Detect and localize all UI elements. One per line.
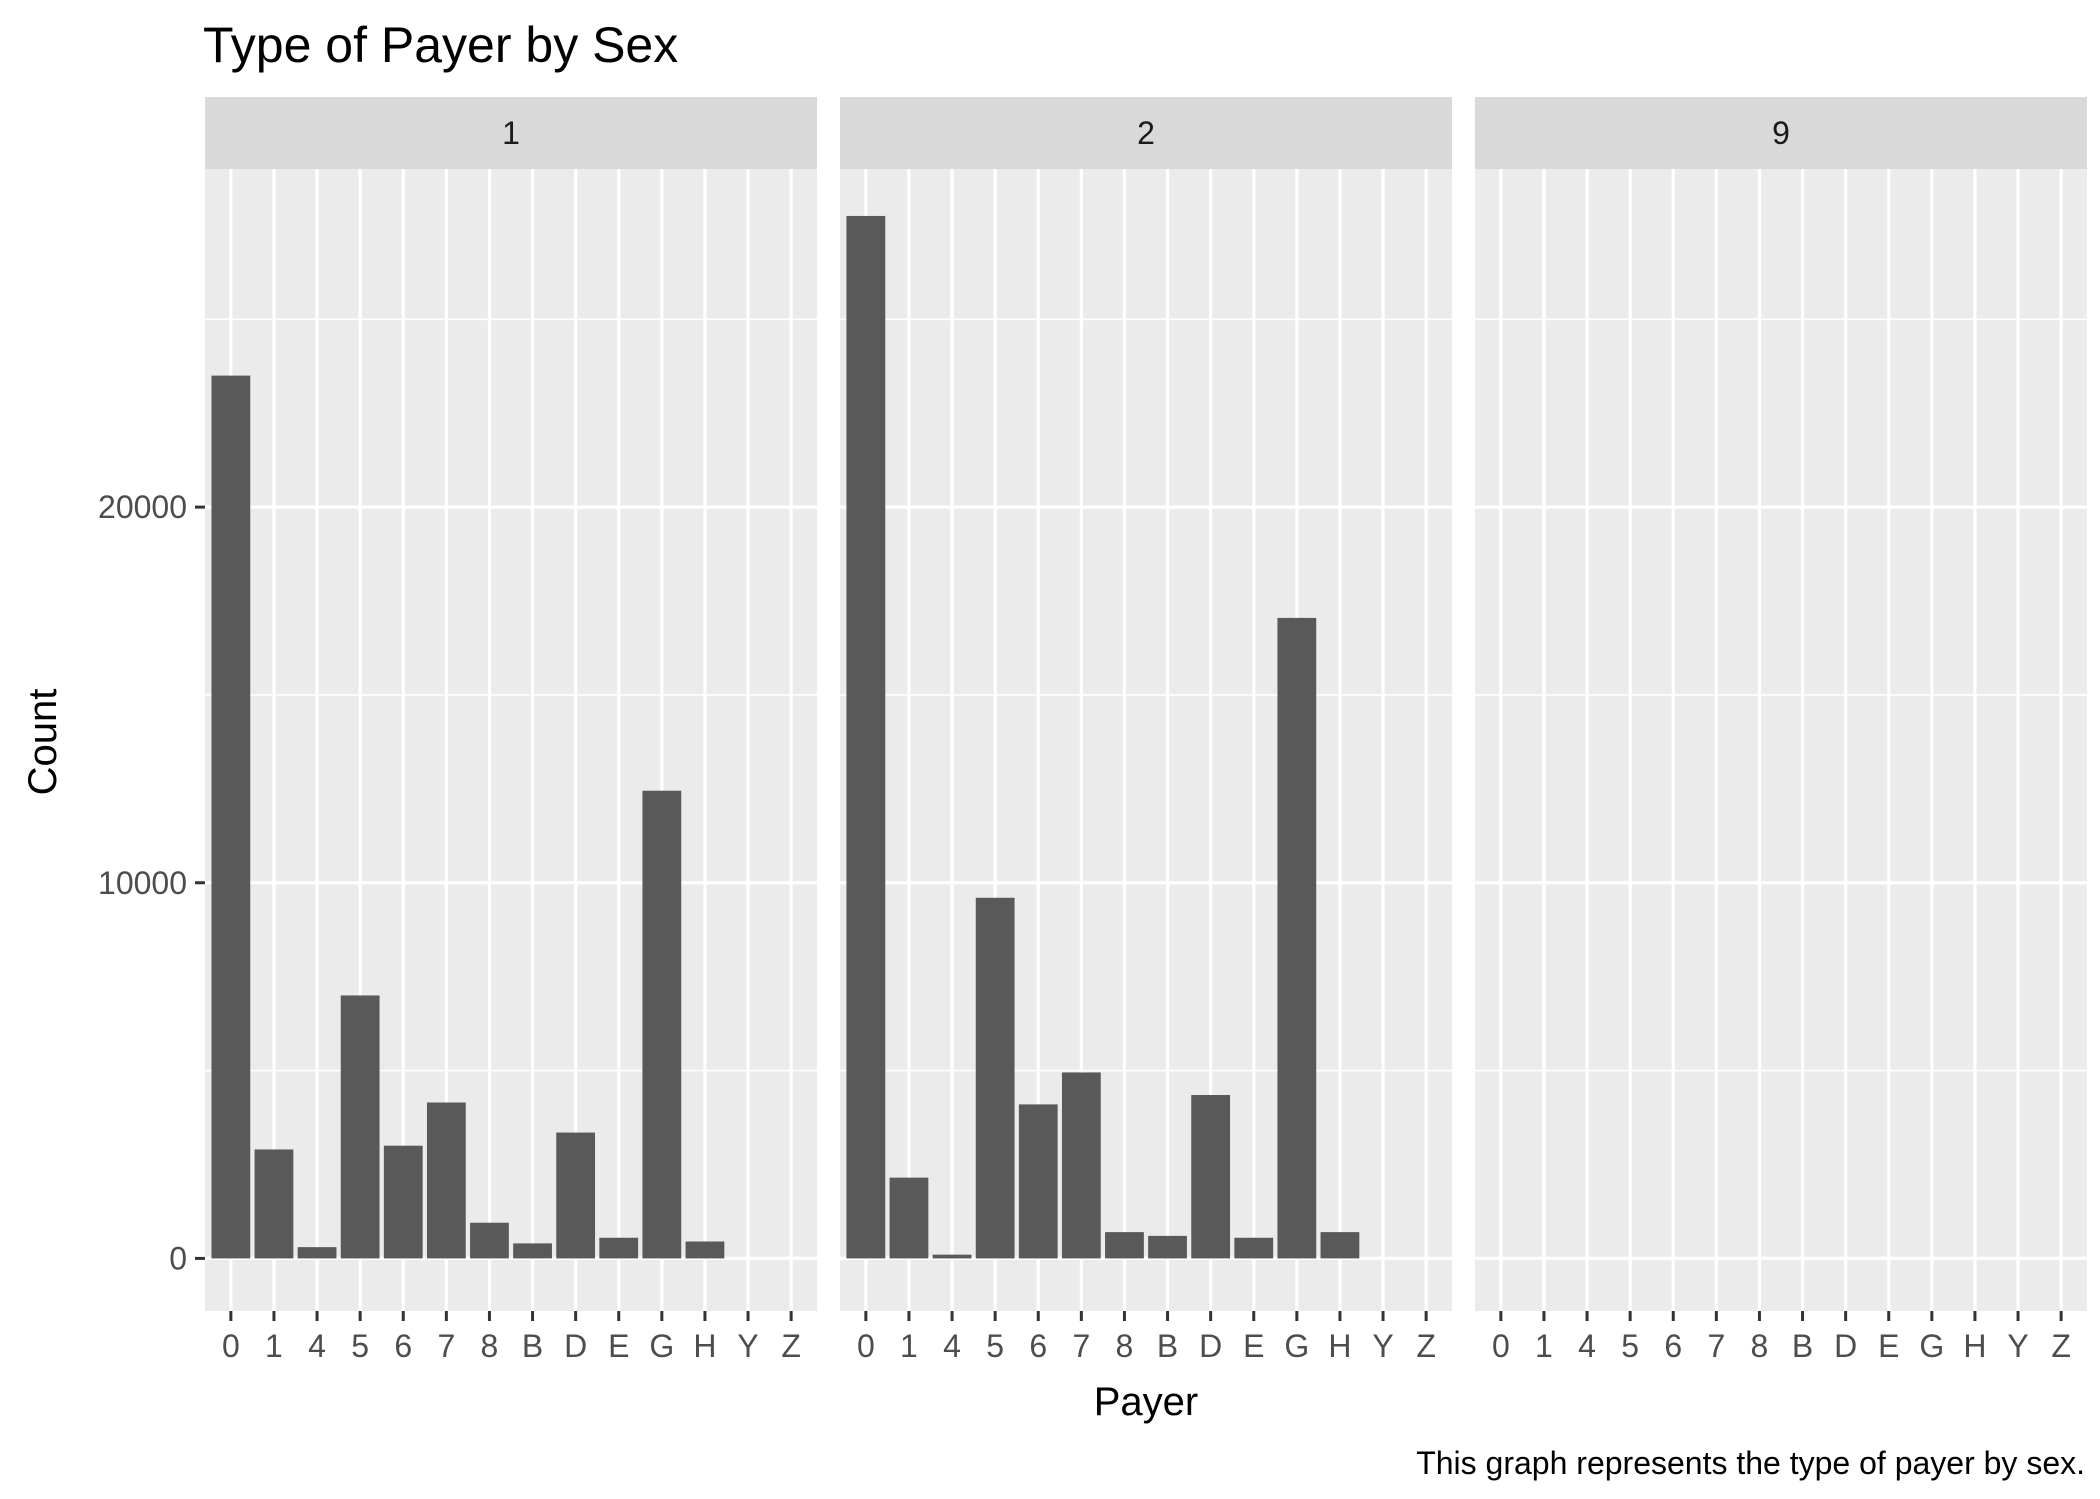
- bar-1-7: [426, 1102, 466, 1259]
- x-tick-label: 0: [222, 1328, 240, 1364]
- bar-1-H: [685, 1241, 725, 1259]
- bar-2-G: [1277, 617, 1317, 1259]
- x-tick-label: Y: [2007, 1328, 2028, 1364]
- bar-1-8: [470, 1222, 509, 1259]
- x-tick-label: E: [1243, 1328, 1264, 1364]
- bar-2-7: [1061, 1072, 1101, 1259]
- x-tick-label: D: [1199, 1328, 1222, 1364]
- y-tick-label: 10000: [98, 865, 187, 901]
- bar-2-8: [1105, 1232, 1144, 1259]
- x-tick-label: H: [693, 1328, 716, 1364]
- x-tick-label: E: [1878, 1328, 1899, 1364]
- facet-panel-2: 2 0 1 4 5 6 7 8 B D E G H Y Z: [840, 97, 1452, 1364]
- panel-background: [1475, 169, 2087, 1311]
- x-tick-label: D: [1834, 1328, 1857, 1364]
- x-tick-label: Z: [781, 1328, 801, 1364]
- x-tick-label: 7: [1072, 1328, 1090, 1364]
- y-axis: 0 10000 20000: [98, 489, 205, 1276]
- facet-panel-1: 10 1 4 5 6 7 8 B D E G H Y Z: [205, 97, 817, 1364]
- y-axis-title: Count: [21, 689, 65, 796]
- bar-2-D: [1191, 1094, 1231, 1259]
- x-tick-label: B: [522, 1328, 543, 1364]
- bar-2-5: [975, 897, 1015, 1259]
- x-tick-label: 6: [1029, 1328, 1047, 1364]
- x-tick-label: 8: [481, 1328, 499, 1364]
- x-tick-label: Z: [2051, 1328, 2071, 1364]
- y-tick-label: 0: [169, 1240, 187, 1276]
- facet-strip-label: 9: [1772, 115, 1790, 151]
- bar-2-B: [1148, 1235, 1187, 1259]
- bar-2-E: [1234, 1237, 1274, 1259]
- facet-strip: [840, 97, 1452, 169]
- y-tick-label: 20000: [98, 489, 187, 525]
- bar-1-0: [211, 375, 251, 1259]
- panel-background: [840, 169, 1452, 1311]
- x-tick-label: 7: [437, 1328, 455, 1364]
- x-tick-label: 0: [857, 1328, 875, 1364]
- x-tick-label: 8: [1751, 1328, 1769, 1364]
- bar-2-H: [1320, 1232, 1360, 1259]
- bar-1-E: [599, 1237, 639, 1259]
- bar-1-1: [254, 1149, 294, 1259]
- x-tick-label: Z: [1416, 1328, 1436, 1364]
- x-tick-label: H: [1963, 1328, 1986, 1364]
- bar-2-4: [932, 1254, 972, 1259]
- x-tick-label: 0: [1492, 1328, 1510, 1364]
- bar-1-B: [513, 1243, 552, 1259]
- x-tick-label: 1: [900, 1328, 918, 1364]
- bar-2-0: [846, 215, 886, 1259]
- facet-panel-9: 9 0 1 4 5 6 7 8 B D E G H Y Z: [1475, 97, 2087, 1364]
- bar-1-5: [340, 995, 380, 1259]
- x-tick-label: G: [1919, 1328, 1944, 1364]
- x-tick-label: 5: [1621, 1328, 1639, 1364]
- bar-1-G: [642, 790, 682, 1259]
- x-tick-label: Y: [737, 1328, 758, 1364]
- x-tick-label: 6: [1664, 1328, 1682, 1364]
- x-tick-label: 4: [308, 1328, 326, 1364]
- x-tick-label: 4: [1578, 1328, 1596, 1364]
- x-tick-label: E: [608, 1328, 629, 1364]
- x-tick-label: B: [1792, 1328, 1813, 1364]
- x-tick-label: 6: [394, 1328, 412, 1364]
- bar-1-D: [556, 1132, 596, 1259]
- x-axis-title: Payer: [1094, 1380, 1199, 1424]
- x-tick-label: 1: [265, 1328, 283, 1364]
- x-tick-label: 1: [1535, 1328, 1553, 1364]
- x-tick-label: G: [1284, 1328, 1309, 1364]
- facet-panels: 10 1 4 5 6 7 8 B D E G H Y Z20 1 4 5 6 7 8 B D E G H Y Z90 1 4 5 6 7 8 B D…: [205, 97, 2087, 1364]
- x-tick-label: Y: [1372, 1328, 1393, 1364]
- x-tick-label: H: [1328, 1328, 1351, 1364]
- chart-caption: This graph represents the type of payer …: [1416, 1445, 2085, 1481]
- x-tick-label: 5: [351, 1328, 369, 1364]
- x-tick-label: 8: [1116, 1328, 1134, 1364]
- bar-2-6: [1018, 1104, 1058, 1259]
- bar-1-6: [383, 1145, 423, 1259]
- x-tick-label: D: [564, 1328, 587, 1364]
- x-tick-label: 4: [943, 1328, 961, 1364]
- panel-background: [205, 169, 817, 1311]
- x-tick-label: 5: [986, 1328, 1004, 1364]
- facet-strip-label: 2: [1137, 115, 1155, 151]
- facet-strip-label: 1: [502, 115, 520, 151]
- x-tick-label: G: [649, 1328, 674, 1364]
- bar-2-1: [889, 1177, 929, 1259]
- facet-strip: [205, 97, 817, 169]
- facet-strip: [1475, 97, 2087, 169]
- x-tick-label: B: [1157, 1328, 1178, 1364]
- bar-1-4: [297, 1247, 337, 1259]
- x-tick-label: 7: [1707, 1328, 1725, 1364]
- chart-title: Type of Payer by Sex: [203, 17, 678, 73]
